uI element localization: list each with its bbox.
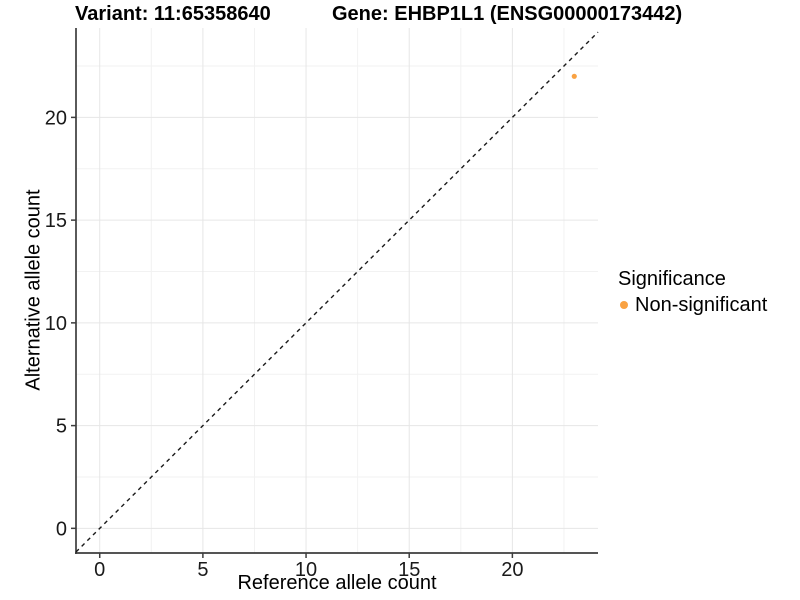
x-axis-title: Reference allele count	[237, 572, 437, 594]
plot-title-variant: Variant: 11:65358640	[75, 3, 271, 25]
legend: Significance Non-significant	[614, 268, 767, 316]
svg-text:0: 0	[94, 559, 105, 581]
legend-title: Significance	[618, 268, 726, 290]
svg-text:20: 20	[45, 107, 67, 129]
svg-text:5: 5	[197, 559, 208, 581]
svg-text:0: 0	[56, 518, 67, 540]
svg-text:10: 10	[295, 559, 317, 581]
svg-text:15: 15	[398, 559, 420, 581]
svg-text:15: 15	[45, 210, 67, 232]
legend-entry-label: Non-significant	[635, 293, 768, 316]
plot-title-gene: Gene: EHBP1L1 (ENSG00000173442)	[332, 3, 683, 25]
legend-entry: Non-significant	[614, 294, 767, 316]
svg-text:5: 5	[56, 416, 67, 438]
y-axis-title: Alternative allele count	[22, 189, 45, 391]
svg-text:20: 20	[501, 559, 523, 581]
svg-text:10: 10	[45, 313, 67, 335]
legend-point-icon	[620, 301, 628, 309]
